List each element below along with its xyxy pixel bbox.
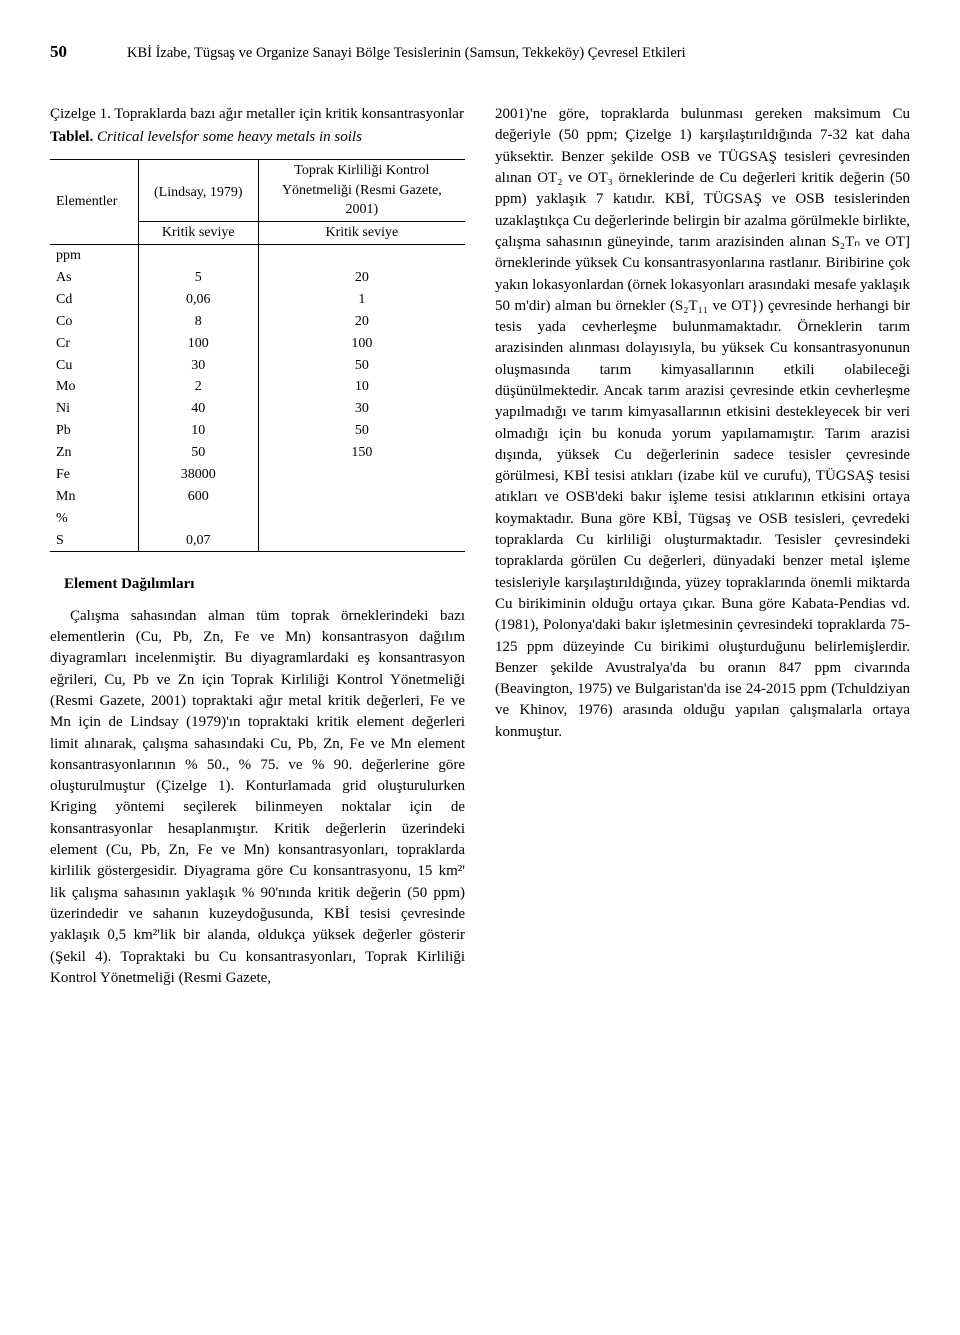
right-body-para: 2001)'ne göre, topraklarda bulunması ger… [495,104,910,743]
table-row: Fe38000 [50,464,465,486]
table-row: Cu3050 [50,355,465,377]
table-row: Ni4030 [50,398,465,420]
table-row: Mn600 [50,486,465,508]
th-source2: Toprak Kirliliği Kontrol Yönetmeliği (Re… [258,159,465,222]
table-caption-en-label: Tablel. [50,129,93,145]
critical-levels-table: Elementler (Lindsay, 1979) Toprak Kirlil… [50,159,465,553]
th-source1: (Lindsay, 1979) [138,159,258,222]
unit-row-ppm: ppm [50,245,465,267]
unit-pct: % [50,508,138,530]
table-row: Cd0,061 [50,289,465,311]
left-column: Çizelge 1. Topraklarda bazı ağır metalle… [50,104,465,989]
table-caption-tr: Çizelge 1. Topraklarda bazı ağır metalle… [50,104,465,125]
left-body-para: Çalışma sahasından alman tüm toprak örne… [50,606,465,989]
th-elementler: Elementler [50,159,138,245]
unit-row-pct: % [50,508,465,530]
right-column: 2001)'ne göre, topraklarda bulunması ger… [495,104,910,989]
th-source2-b: Yönetmeliği (Resmi Gazete, [282,183,442,198]
running-head: KBİ İzabe, Tügsaş ve Organize Sanayi Böl… [127,43,686,64]
section-heading: Element Dağılımları [64,574,465,595]
table-row: Cr100100 [50,333,465,355]
th-source2-c: 2001) [346,202,379,217]
table-caption-en-text: Critical levelsfor some heavy metals in … [93,129,362,145]
table-row: Co820 [50,311,465,333]
table-row: S 0,07 [50,530,465,552]
unit-ppm: ppm [50,245,138,267]
table-row: Mo210 [50,376,465,398]
page-number: 50 [50,40,67,64]
table-row: Pb1050 [50,420,465,442]
table-row: Zn50150 [50,442,465,464]
th-source2-a: Toprak Kirliliği Kontrol [294,163,429,178]
table-row: As520 [50,267,465,289]
th-kritik1: Kritik seviye [138,222,258,245]
th-kritik2: Kritik seviye [258,222,465,245]
table-caption-en: Tablel. Critical levelsfor some heavy me… [50,127,465,148]
